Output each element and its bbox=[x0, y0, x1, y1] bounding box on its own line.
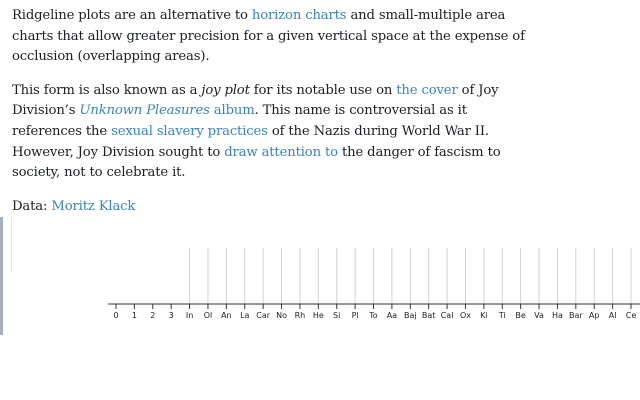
tick-label: Si bbox=[333, 311, 340, 320]
cell-selection-bar[interactable] bbox=[0, 217, 3, 335]
gridlines bbox=[189, 248, 632, 304]
tick-label: 1 bbox=[132, 311, 137, 320]
tick-label: Pl bbox=[352, 311, 359, 320]
tick-label: Cal bbox=[441, 311, 454, 320]
tick-label: He bbox=[313, 311, 324, 320]
link-horizon-charts[interactable]: horizon charts bbox=[251, 8, 347, 23]
tick-label: An bbox=[221, 311, 232, 320]
tick-label: Ki bbox=[480, 311, 487, 320]
tick-label: 3 bbox=[169, 311, 174, 320]
tick-label: To bbox=[368, 311, 378, 320]
tick-label: Rh bbox=[295, 311, 306, 320]
tick-label: 0 bbox=[113, 311, 118, 320]
tick-label: La bbox=[240, 311, 249, 320]
paragraph-intro: Ridgeline plots are an alternative to ho… bbox=[12, 6, 532, 68]
tick-label: Ol bbox=[204, 311, 213, 320]
text: . This name is controversial as it refer… bbox=[12, 103, 467, 139]
ridgeline-chart: 0 1 2 3 In Ol An La Car No Rh He Si Pl To Aa Baj Bat Cal Ox… bbox=[108, 248, 640, 320]
tick-label: 2 bbox=[150, 311, 155, 320]
cell-divider bbox=[11, 217, 12, 272]
tick-label: Baj bbox=[404, 311, 417, 320]
x-axis-ticks: 0 1 2 3 In Ol An La Car No Rh He Si Pl To Aa Baj Bat Cal Ox… bbox=[113, 304, 636, 320]
text: of Joy Division’s bbox=[12, 82, 499, 119]
article-text: Ridgeline plots are an alternative to ho… bbox=[12, 6, 532, 230]
album-label: album bbox=[209, 103, 255, 119]
tick-label: No bbox=[276, 311, 287, 320]
tick-label: Bar bbox=[569, 311, 583, 320]
tick-label: Ha bbox=[552, 311, 563, 320]
link-unknown-pleasures[interactable]: Unknown Pleasures album bbox=[79, 103, 254, 118]
tick-label: Bat bbox=[422, 311, 436, 320]
tick-label: Ox bbox=[460, 311, 471, 320]
link-the-cover[interactable]: the cover bbox=[396, 82, 458, 98]
tick-label: Be bbox=[515, 311, 525, 320]
text: of the Nazis during World War II. Howeve… bbox=[12, 123, 489, 160]
paragraph-data-source: Data: Moritz Klack bbox=[12, 197, 532, 218]
tick-label: Aa bbox=[387, 311, 397, 320]
tick-label: Va bbox=[534, 311, 544, 320]
text: the danger of fascism to society, not to… bbox=[12, 144, 501, 181]
link-draw-attention[interactable]: draw attention to bbox=[224, 144, 338, 160]
tick-label: Ap bbox=[589, 311, 600, 320]
tick-label: In bbox=[186, 311, 193, 320]
emphasis-joy-plot: joy plot bbox=[201, 82, 250, 98]
text: for its notable use on bbox=[249, 82, 397, 98]
text: and small-multiple area charts that allo… bbox=[12, 8, 525, 65]
tick-label: Al bbox=[609, 311, 617, 320]
tick-label: Car bbox=[256, 311, 270, 320]
text: Data: bbox=[12, 198, 52, 214]
paragraph-joy-plot: This form is also known as a joy plot fo… bbox=[12, 81, 532, 184]
link-moritz-klack[interactable]: Moritz Klack bbox=[51, 198, 136, 214]
text: Ridgeline plots are an alternative to bbox=[12, 8, 252, 23]
text: This form is also known as a bbox=[12, 82, 202, 98]
tick-label: Ti bbox=[498, 311, 506, 320]
tick-label: Ce bbox=[626, 311, 637, 320]
album-title: Unknown Pleasures bbox=[79, 103, 210, 119]
link-sexual-slavery[interactable]: sexual slavery practices bbox=[111, 123, 268, 139]
